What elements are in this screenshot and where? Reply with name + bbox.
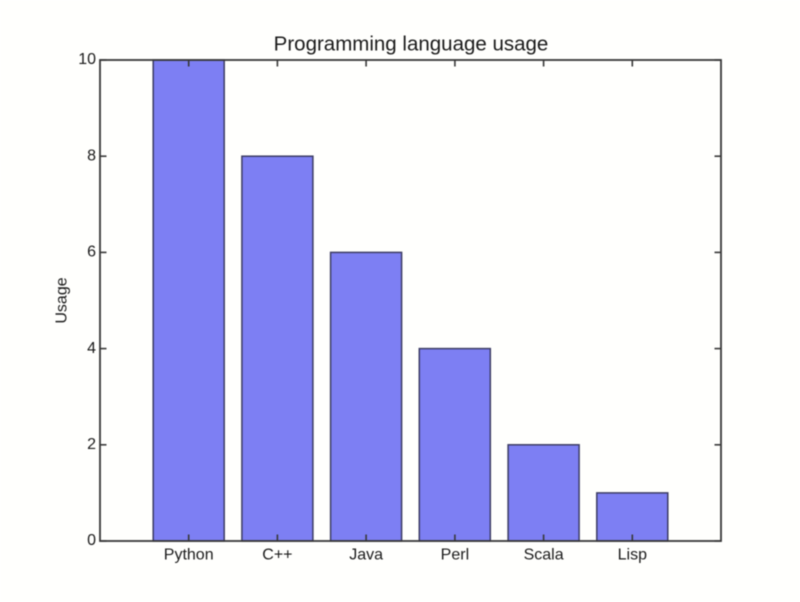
svg-text:Python: Python: [164, 547, 214, 564]
svg-text:C++: C++: [262, 547, 292, 564]
svg-text:4: 4: [87, 340, 96, 357]
svg-text:Usage: Usage: [54, 277, 71, 323]
svg-text:2: 2: [87, 436, 96, 453]
svg-text:Java: Java: [349, 547, 383, 564]
svg-text:10: 10: [78, 51, 96, 68]
svg-text:Lisp: Lisp: [618, 547, 647, 564]
svg-text:Scala: Scala: [524, 547, 564, 564]
svg-text:6: 6: [87, 244, 96, 261]
svg-text:Programming language usage: Programming language usage: [274, 33, 549, 56]
svg-text:8: 8: [87, 147, 96, 164]
svg-text:0: 0: [87, 532, 96, 549]
svg-text:Perl: Perl: [441, 547, 469, 564]
